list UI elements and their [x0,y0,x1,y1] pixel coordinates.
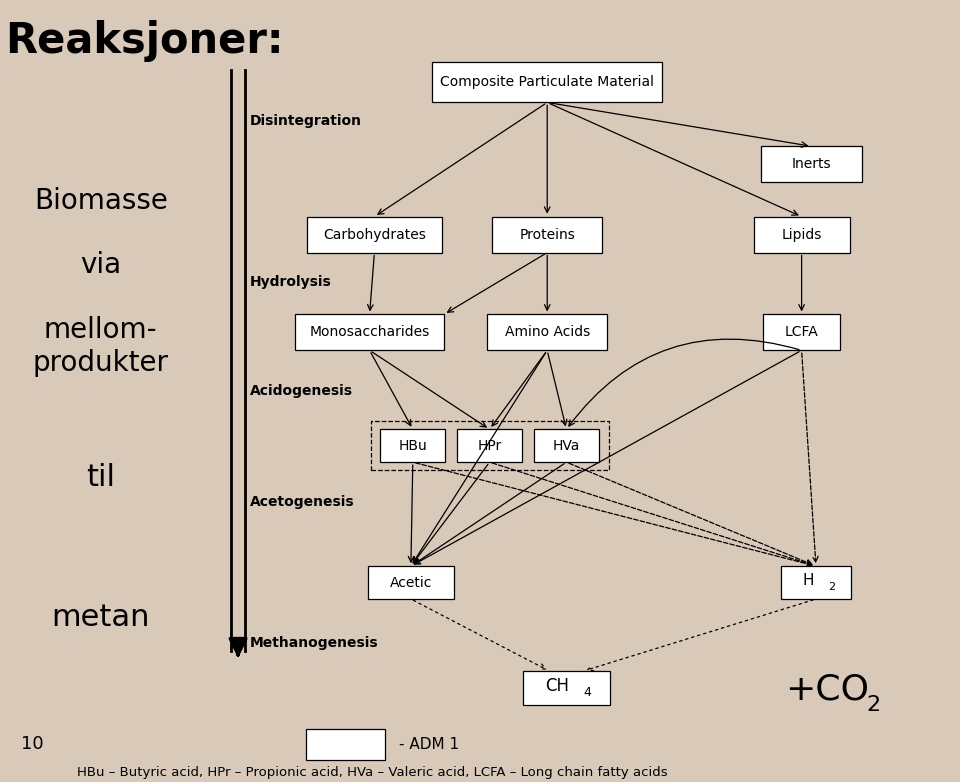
Text: metan: metan [52,603,150,633]
Text: Disintegration: Disintegration [250,114,362,128]
Text: Amino Acids: Amino Acids [505,325,589,339]
FancyBboxPatch shape [306,729,385,760]
Text: Composite Particulate Material: Composite Particulate Material [441,75,654,89]
Text: HBu: HBu [398,439,427,453]
Text: Biomasse

via

mellom-
produkter: Biomasse via mellom- produkter [33,187,169,376]
Text: Acidogenesis: Acidogenesis [250,384,352,398]
Text: 2: 2 [828,582,835,591]
Text: Reaksjoner:: Reaksjoner: [5,20,283,62]
Text: Acetic: Acetic [390,576,432,590]
Text: 10: 10 [21,735,44,754]
Text: HBu – Butyric acid, HPr – Propionic acid, HVa – Valeric acid, LCFA – Long chain : HBu – Butyric acid, HPr – Propionic acid… [77,766,667,779]
Text: til: til [86,462,115,492]
Text: 2: 2 [867,695,880,716]
Text: Hydrolysis: Hydrolysis [250,274,331,289]
Text: +CO: +CO [785,673,870,707]
Text: CH: CH [544,676,568,695]
FancyBboxPatch shape [307,217,442,253]
Text: HPr: HPr [477,439,502,453]
FancyBboxPatch shape [523,671,610,705]
FancyBboxPatch shape [760,146,861,182]
FancyBboxPatch shape [296,314,444,350]
FancyBboxPatch shape [781,566,851,599]
FancyBboxPatch shape [368,566,454,599]
FancyBboxPatch shape [487,314,607,350]
FancyBboxPatch shape [763,314,840,350]
FancyBboxPatch shape [432,62,662,102]
Text: Monosaccharides: Monosaccharides [309,325,430,339]
Text: Methanogenesis: Methanogenesis [250,636,378,650]
Text: Inerts: Inerts [791,157,831,171]
FancyBboxPatch shape [457,429,522,462]
Text: - ADM 1: - ADM 1 [399,737,460,752]
FancyBboxPatch shape [380,429,445,462]
FancyBboxPatch shape [754,217,850,253]
Text: LCFA: LCFA [784,325,819,339]
Text: H: H [803,572,814,588]
Text: HVa: HVa [553,439,580,453]
Text: Carbohydrates: Carbohydrates [323,228,426,242]
Bar [371,421,609,470]
Text: Proteins: Proteins [519,228,575,242]
FancyBboxPatch shape [534,429,599,462]
FancyBboxPatch shape [492,217,603,253]
Text: Lipids: Lipids [781,228,822,242]
Text: Acetogenesis: Acetogenesis [250,495,354,509]
Text: 4: 4 [584,686,591,698]
